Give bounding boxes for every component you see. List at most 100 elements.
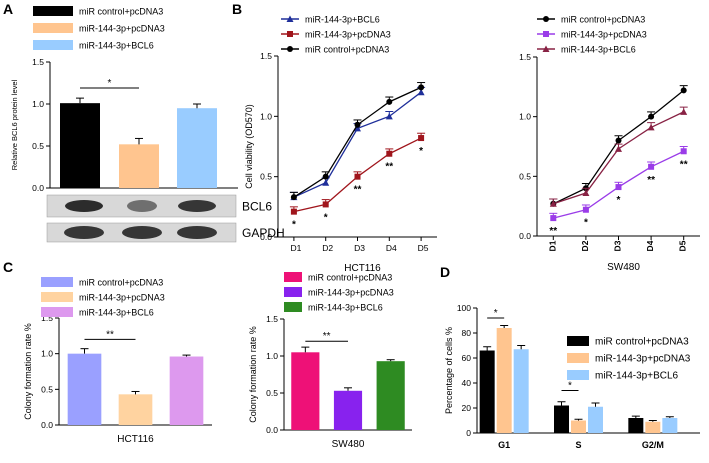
panel-b2-annotation: ** — [647, 175, 655, 186]
panel-b1-legend-label: miR control+pcDNA3 — [305, 45, 389, 55]
panel-b2-x-tick-label: D4 — [645, 240, 655, 251]
panel-d-legend-label: miR-144-3p+BCL6 — [595, 371, 679, 382]
panel-b2-data-point — [615, 137, 622, 144]
panel-a-legend-label: miR control+pcDNA3 — [79, 7, 163, 17]
panel-c2-y-tick-label: 1.0 — [266, 351, 278, 361]
panel-b1-x-tick-label: D1 — [290, 243, 301, 253]
panel-d-y-tick-label: 60 — [462, 353, 472, 363]
panel-b2-legend-marker — [543, 31, 549, 37]
panel-d-bar — [496, 328, 512, 433]
panel-b1-data-point — [385, 112, 393, 120]
panel-b2-y-tick-label: 0.0 — [519, 231, 531, 241]
panel-b1-series-line — [293, 86, 422, 198]
panel-b2-x-label: SW480 — [607, 262, 640, 273]
panel-b1-x-tick-label: D2 — [322, 243, 333, 253]
panel-b2-annotation: ** — [549, 226, 557, 237]
panel-b2-data-point — [615, 184, 622, 191]
panel-c1-y-tick-label: 1.0 — [41, 349, 53, 359]
panel-b1-y-label: Cell viability (OD570) — [244, 104, 254, 189]
panel-b1-annotation: * — [324, 212, 328, 223]
panel-c2-bar — [333, 390, 363, 430]
panel-b1-x-tick-label: D4 — [386, 243, 397, 253]
panel-b2-data-point — [582, 206, 589, 213]
panel-b2-annotation: * — [617, 195, 621, 206]
panel-b1-legend-marker — [287, 46, 293, 52]
panel-c1-x-label: HCT116 — [117, 434, 154, 445]
panel-b2-data-point — [648, 163, 655, 170]
panel-b2-legend-marker — [542, 45, 550, 52]
panel-c1-legend-label: miR control+pcDNA3 — [79, 278, 163, 288]
panel-d-legend-swatch — [567, 370, 589, 380]
panel-c1-bar — [118, 394, 153, 425]
panel-d-significance-s-label: * — [568, 381, 572, 392]
panel-b1-data-point — [354, 121, 361, 128]
panel-d-legend-swatch — [567, 336, 589, 346]
panel-d-bar — [588, 406, 603, 433]
panel-d-bar — [662, 418, 678, 433]
panel-letter-d: D — [440, 264, 450, 280]
panel-b2-legend-marker — [543, 16, 549, 22]
panel-b1-x-tick-label: D3 — [354, 243, 365, 253]
panel-b2-annotation: * — [584, 218, 588, 229]
panel-letter-b: B — [232, 1, 242, 17]
panel-b2-x-tick-label: D2 — [580, 240, 590, 251]
panel-letter-c: C — [3, 259, 13, 275]
panel-c1-legend-swatch — [41, 277, 73, 287]
panel-b1-data-point — [290, 194, 297, 201]
panel-b2-legend-label: miR control+pcDNA3 — [561, 15, 645, 25]
panel-c1-significance-label: ** — [106, 329, 114, 340]
panel-c1-y-tick-label: 0.5 — [41, 384, 53, 394]
panel-b2-x-tick-label: D1 — [547, 240, 557, 251]
panel-c1-y-tick-label: 0.0 — [41, 420, 53, 430]
panel-c2-legend-swatch — [284, 272, 302, 282]
panel-b1-data-point — [290, 208, 297, 215]
panel-b1-annotation: * — [292, 220, 296, 231]
panel-b1-x-tick-label: D5 — [418, 243, 429, 253]
panel-d-bar — [645, 421, 661, 433]
panel-c2-legend-label: miR-144-3p+pcDNA3 — [308, 288, 394, 298]
panel-d-y-tick-label: 20 — [462, 403, 472, 413]
panel-d-y-tick-label: 80 — [462, 328, 472, 338]
blot-band — [65, 200, 103, 212]
blot-band — [127, 200, 157, 212]
panel-c2-significance-label: ** — [323, 331, 331, 342]
panel-b2-legend-label: miR-144-3p+BCL6 — [561, 45, 636, 55]
panel-b2-data-point — [549, 200, 557, 207]
panel-d-bar — [513, 349, 529, 433]
panel-a-y-tick-label: 0.0 — [32, 183, 44, 193]
blot-label: BCL6 — [242, 200, 272, 214]
panel-b1-data-point — [322, 173, 329, 180]
panel-a-y-tick-label: 0.5 — [32, 141, 44, 151]
panel-b2-y-tick-label: 1.5 — [519, 52, 531, 62]
panel-c1-bar — [67, 353, 102, 425]
panel-b1-y-tick-label: 1.5 — [260, 51, 272, 61]
panel-a-legend-swatch — [33, 23, 73, 33]
panel-a-y-tick-label: 1.0 — [32, 99, 44, 109]
panel-b1-legend-label: miR-144-3p+pcDNA3 — [305, 30, 391, 40]
panel-b1-data-point — [418, 135, 425, 142]
panel-a-bar — [119, 144, 159, 188]
panel-c1-y-label: Colony formation rate % — [23, 323, 33, 420]
panel-d-y-tick-label: 40 — [462, 378, 472, 388]
panel-a-bar — [177, 108, 217, 188]
panel-c2-legend-swatch — [284, 302, 302, 312]
panel-c2-legend-label: miR control+pcDNA3 — [308, 273, 392, 283]
panel-b2-data-point — [680, 87, 687, 94]
panel-b1-legend-marker — [286, 15, 294, 22]
panel-c2-y-tick-label: 0.5 — [266, 388, 278, 398]
panel-b2-x-tick-label: D5 — [678, 240, 688, 251]
panel-b1-annotation: ** — [354, 185, 362, 196]
panel-b2-data-point — [615, 145, 622, 152]
panel-d-significance-g1-label: * — [494, 308, 498, 319]
panel-d-y-label: Percentage of cells % — [444, 327, 454, 414]
panel-b2-data-point — [648, 113, 655, 120]
panel-b2-data-point — [680, 148, 687, 155]
panel-a-significance-label: * — [108, 78, 112, 89]
panel-c2-legend-swatch — [284, 287, 302, 297]
panel-c1-legend-swatch — [41, 307, 73, 317]
panel-a-y-label: Relative BCL6 protein level — [10, 79, 19, 170]
panel-d-x-tick-label: S — [575, 440, 581, 450]
panel-c1-y-tick-label: 1.5 — [41, 313, 53, 323]
panel-d-x-tick-label: G2/M — [642, 440, 664, 450]
panel-b1-annotation: * — [419, 146, 423, 157]
